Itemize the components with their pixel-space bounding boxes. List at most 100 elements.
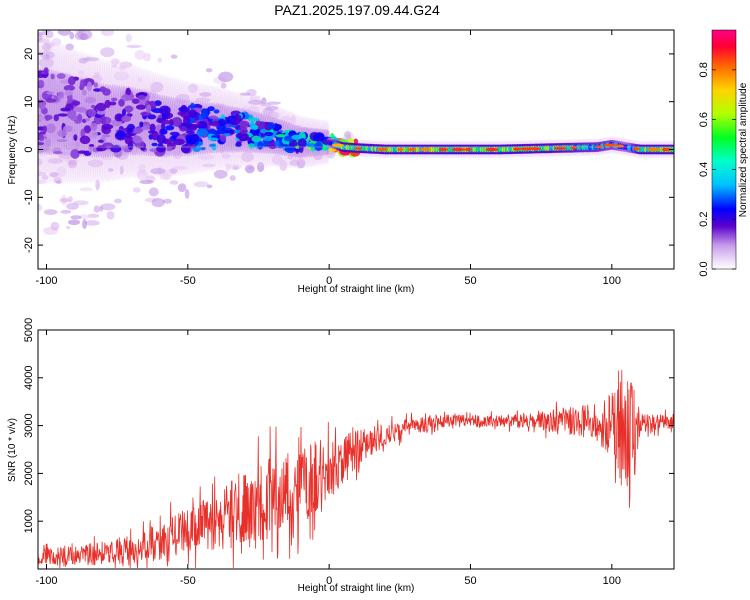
spectrogram-blob (73, 134, 78, 141)
spectrogram-blob (207, 137, 219, 141)
spectrogram-blob (247, 99, 264, 105)
spectrogram-blob (107, 168, 114, 172)
spectrogram-blob (207, 106, 215, 112)
spectrogram-blob (288, 140, 298, 147)
spectrogram-blob (313, 133, 325, 142)
spectrogram-blob (249, 121, 256, 130)
spectrogram-blob (134, 49, 146, 60)
spectrogram-blob (261, 97, 267, 105)
snr-frame (37, 329, 675, 570)
y-tick-label: 10 (23, 96, 35, 108)
colorbar-ticks: 0.0 0.2 0.4 0.6 0.8 (698, 62, 736, 277)
spectrogram-blob (75, 140, 80, 150)
spectrogram-blob (132, 187, 141, 193)
spectrogram-blob (135, 104, 147, 110)
spectrogram-blob (162, 198, 172, 204)
spectrogram-blob (57, 91, 65, 99)
spectrogram-blob (82, 219, 87, 230)
spectrogram-blob (202, 163, 216, 168)
spectrogram-blob (464, 147, 472, 152)
x-tick-label: 0 (326, 275, 332, 287)
spectrogram-blob (94, 71, 100, 78)
snr-series-line (38, 369, 674, 569)
spectrogram-blob (305, 143, 316, 147)
colorbar-tick-label: 0.2 (698, 212, 710, 227)
spectrogram-blob (77, 70, 85, 76)
spectrogram-blob (251, 135, 262, 143)
spectrogram-blob (45, 5, 52, 8)
spectrogram-blob (451, 147, 465, 152)
spectrogram-blob (60, 209, 72, 214)
spectrogram-blob (111, 97, 118, 102)
spectrogram-blob (485, 147, 499, 152)
spectrogram-blob (67, 76, 76, 86)
spectrogram-blob (139, 179, 154, 185)
spectrogram-blob (151, 142, 158, 147)
spectrogram-blob (121, 108, 126, 117)
spectrogram-blob (56, 139, 68, 143)
y-tick-label: 20 (23, 48, 35, 60)
spectrogram-blob (125, 132, 132, 138)
spectrogram-blob (165, 125, 175, 131)
spectrogram-blob (84, 96, 96, 104)
spectrogram-blob (160, 119, 173, 125)
spectrogram-blob (166, 147, 173, 152)
spectrogram-blob (239, 120, 248, 131)
spectrogram-blob (438, 147, 449, 152)
spectrogram-blob (256, 161, 265, 173)
spectrogram-blob (43, 209, 58, 215)
spectrogram-blob (191, 124, 198, 131)
spectrogram-blob (40, 51, 55, 60)
spectrogram-blob (101, 123, 114, 130)
spectrogram-blob (59, 197, 70, 203)
spectrogram-blob (238, 132, 249, 142)
spectrogram-x-ticks: -100 -50 0 50 100 (35, 30, 621, 287)
snr-y-ticks: 1000 2000 3000 4000 5000 (23, 318, 674, 533)
spectrogram-blob (289, 159, 301, 166)
spectrogram-blob (215, 129, 227, 135)
spectrogram-blob (182, 115, 191, 126)
spectrogram-blob (79, 79, 86, 89)
spectrogram-blob (397, 147, 404, 152)
spectrogram-blob (246, 89, 257, 97)
spectrogram-blob (249, 95, 261, 102)
x-tick-label: 0 (326, 575, 332, 587)
spectrogram-blob (53, 114, 59, 122)
spectrogram-y-label: Frequency (Hz) (7, 116, 18, 185)
spectrogram-blob (137, 94, 146, 101)
x-tick-label: 50 (464, 575, 476, 587)
spectrogram-blob (100, 30, 114, 37)
spectrogram-blob (235, 142, 242, 148)
spectrogram-blob (109, 101, 117, 106)
spectrogram-blob (255, 121, 268, 130)
spectrogram-blob (229, 175, 236, 181)
spectrogram-blob (40, 19, 52, 26)
spectrogram-blob (119, 61, 133, 69)
spectrogram-blob (283, 135, 293, 142)
spectrogram-blob (76, 107, 88, 113)
y-tick-label: 4000 (23, 366, 35, 390)
spectrogram-blob (87, 159, 104, 168)
snr-x-ticks: -100 -50 0 50 100 (35, 330, 621, 587)
spectrogram-blob (123, 105, 134, 112)
colorbar-gradient (711, 29, 737, 270)
spectrogram-blob (82, 89, 87, 96)
spectrogram-blob (111, 63, 118, 69)
x-tick-label: -100 (35, 575, 57, 587)
spectrogram-blob (47, 158, 64, 164)
spectrogram-blob (147, 114, 157, 120)
spectrogram-blob (314, 141, 323, 151)
spectrogram-blob (244, 164, 255, 174)
spectrogram-blob (148, 187, 159, 197)
spectrogram-blob (257, 141, 264, 150)
spectrogram-blob (98, 139, 104, 143)
spectrogram-blob (187, 83, 199, 93)
spectrogram-blob (38, 179, 47, 184)
spectrogram-blob (124, 135, 134, 145)
spectrogram-blob (93, 205, 100, 213)
spectrogram-blob (291, 134, 302, 140)
spectrogram-blob (85, 56, 91, 62)
x-tick-label: -50 (180, 575, 196, 587)
spectrogram-blob (661, 147, 672, 152)
spectrogram-blob (150, 81, 164, 93)
